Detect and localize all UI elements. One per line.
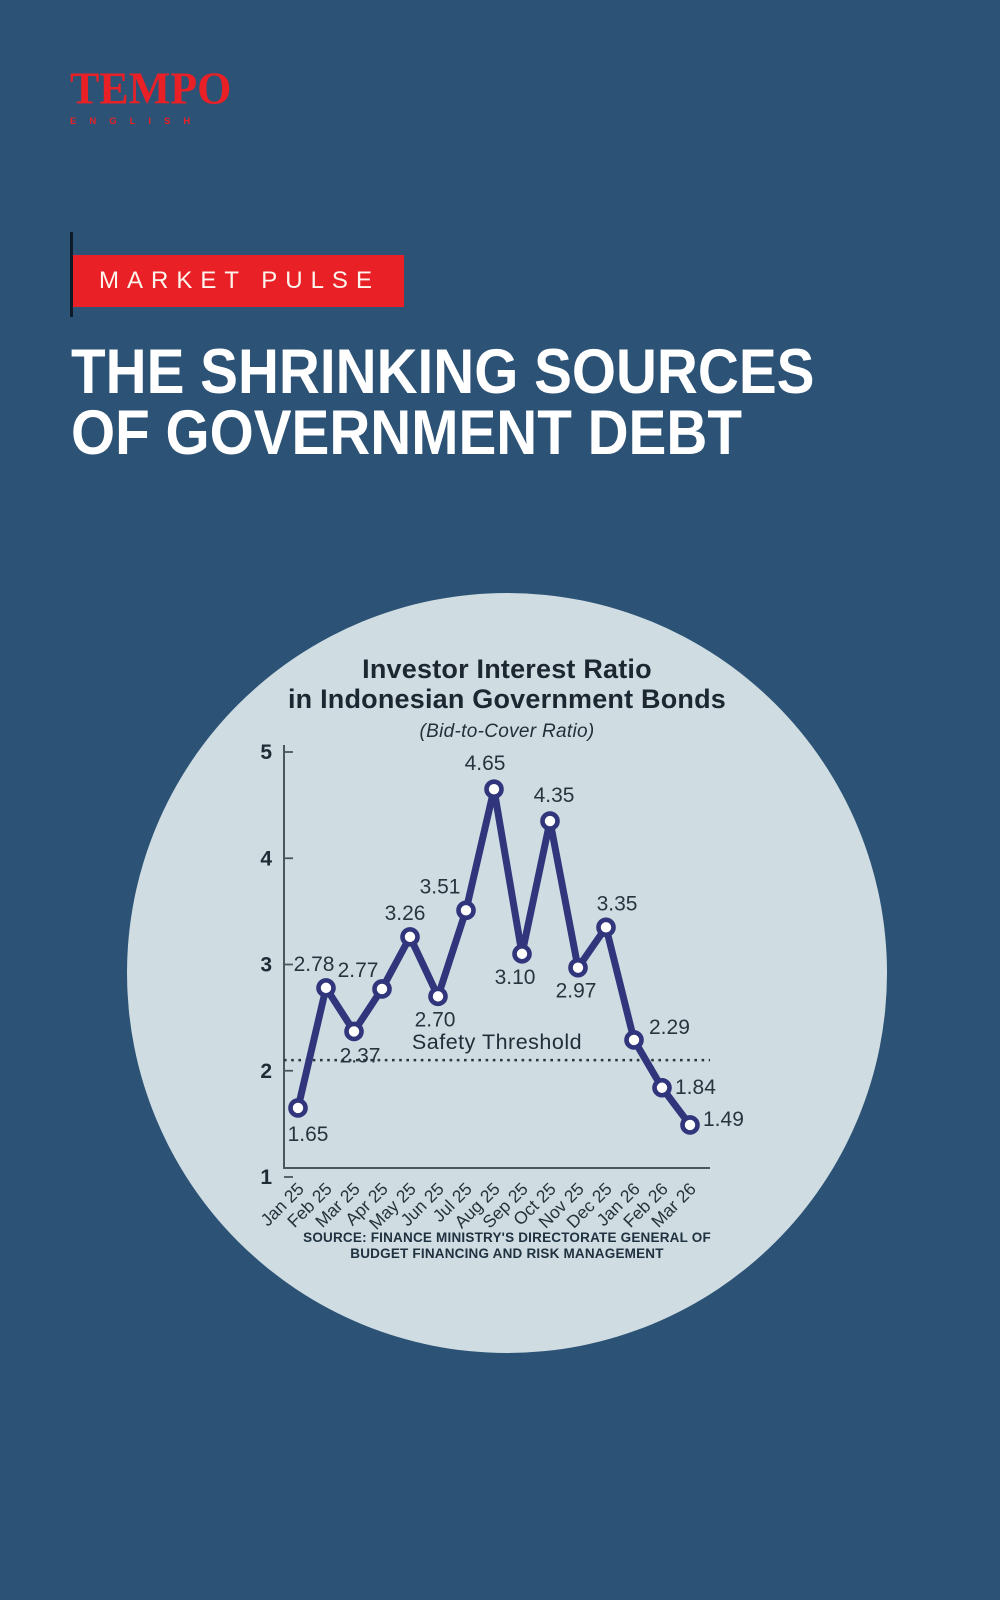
chart-title-line1: Investor Interest Ratio [362,654,652,684]
source-note: SOURCE: FINANCE MINISTRY'S DIRECTORATE G… [127,1230,887,1261]
kicker-badge: MARKET PULSE [73,255,404,307]
page-title: THE SHRINKING SOURCES OF GOVERNMENT DEBT [71,337,815,468]
tempo-logo: TEMPO ENGLISH [70,62,232,127]
source-note-line1: SOURCE: FINANCE MINISTRY'S DIRECTORATE G… [303,1230,711,1245]
chart-title-block: Investor Interest Ratio in Indonesian Go… [127,654,887,747]
page-title-line2: OF GOVERNMENT DEBT [71,398,742,468]
source-note-line2: BUDGET FINANCING AND RISK MANAGEMENT [350,1245,664,1261]
kicker-label: MARKET PULSE [99,267,380,294]
tempo-logo-english-label: ENGLISH [70,116,204,127]
tempo-logo-wordmark: TEMPO [70,62,232,114]
kicker-accent-bar [70,232,73,317]
chart-title-line2: in Indonesian Government Bonds [287,684,727,714]
page-title-line1: THE SHRINKING SOURCES [71,337,815,407]
chart-subtitle: (Bid-to-Cover Ratio) [419,721,595,742]
